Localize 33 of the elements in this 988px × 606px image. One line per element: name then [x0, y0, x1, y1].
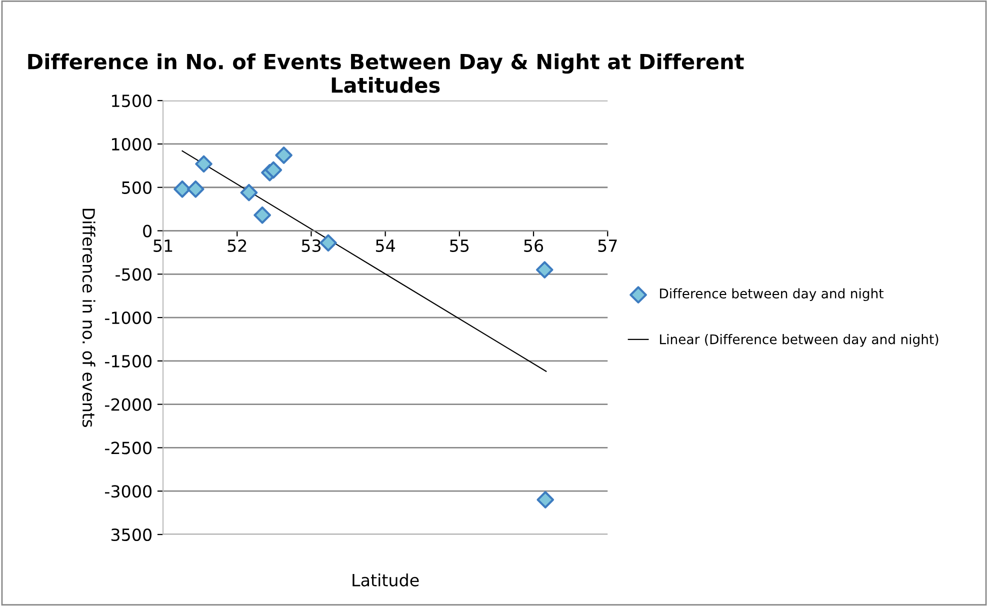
point — [536, 261, 554, 278]
y-axis-title: Difference in no. of events — [82, 208, 96, 427]
point — [240, 184, 258, 202]
y-tick-label: -1500 — [104, 354, 152, 368]
point — [536, 491, 554, 508]
legend-label: Difference between day and night — [660, 288, 884, 302]
point — [195, 155, 212, 173]
y-tick-label: 1000 — [112, 138, 152, 151]
y-tick-label: -1000 — [104, 312, 152, 324]
y-tick-label: -2000 — [104, 398, 152, 411]
y-tick-label: 500 — [122, 181, 152, 194]
point — [174, 180, 191, 198]
y-tick-label: -500 — [116, 268, 152, 281]
point — [254, 206, 271, 224]
point — [320, 234, 337, 252]
x-tick-label: 51 — [154, 240, 172, 252]
point — [275, 146, 292, 164]
y-tick-label: 0 — [143, 224, 152, 238]
legend-label: Linear (Difference between day and night) — [660, 334, 938, 347]
x-tick-label: 57 — [598, 240, 617, 252]
chart-title: Difference in No. of Events Between Day & Night at Different Latitudes — [28, 53, 744, 93]
y-tick-label: 1500 — [112, 94, 152, 108]
x-tick-label: 52 — [228, 239, 246, 252]
x-axis-title: Latitude — [352, 574, 419, 586]
x-tick-label: 54 — [376, 240, 395, 252]
y-tick-label: -3000 — [104, 485, 152, 498]
y-tick-label: -2500 — [104, 442, 152, 454]
x-tick-label: 55 — [450, 240, 469, 252]
x-tick-label: 53 — [302, 239, 320, 252]
x-tick-label: 56 — [524, 239, 544, 252]
point — [186, 180, 204, 198]
point — [264, 161, 282, 179]
y-tick-label: 3500 — [111, 528, 152, 542]
